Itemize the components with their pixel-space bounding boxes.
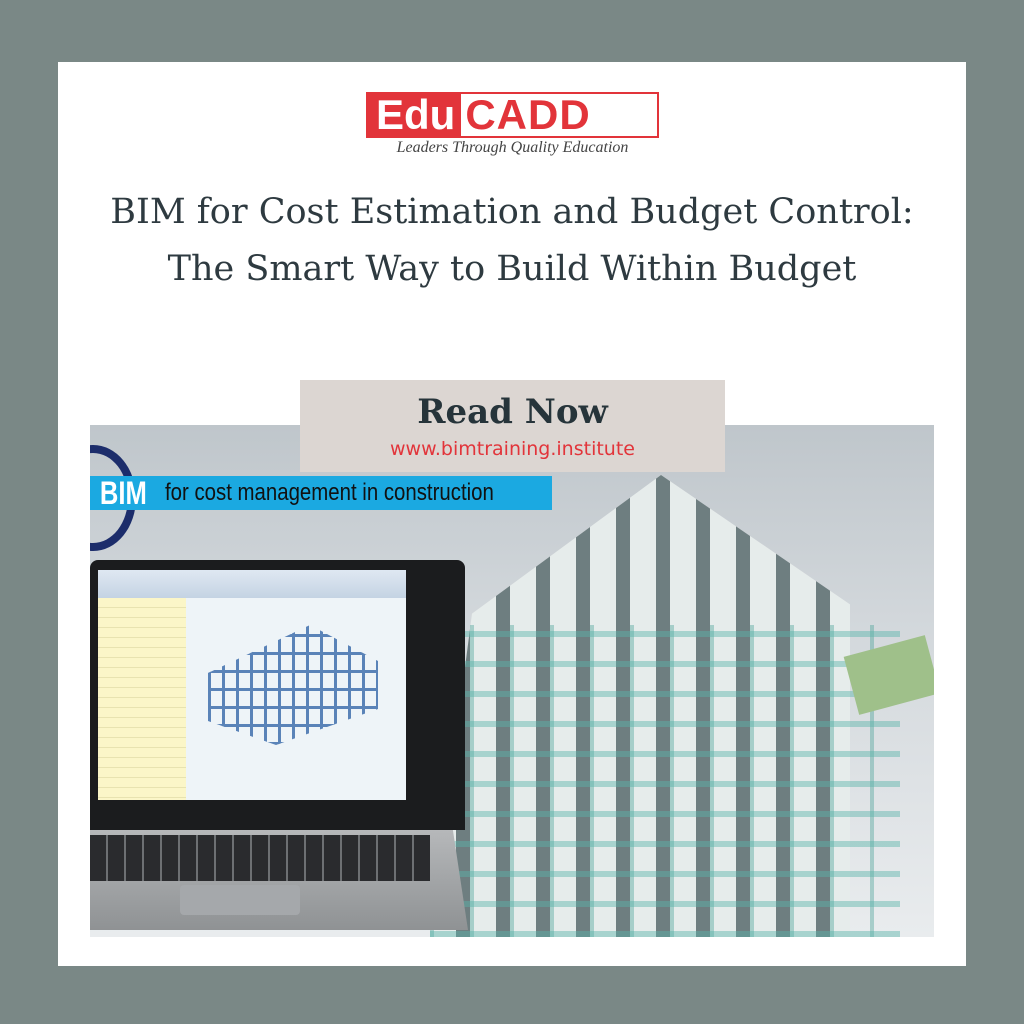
hero-image: BIM for cost management in construction	[90, 425, 934, 937]
page-title: BIM for Cost Estimation and Budget Contr…	[110, 192, 914, 289]
logo-tagline: Leaders Through Quality Education	[396, 139, 629, 156]
hero-banner: BIM for cost management in construction	[90, 474, 552, 511]
logo-cadd: CADD	[465, 91, 591, 138]
read-now-label: Read Now	[417, 392, 608, 432]
banner-bim: BIM	[99, 474, 147, 511]
bim-model-view	[208, 625, 378, 745]
read-now-button[interactable]: Read Now www.bimtraining.institute	[300, 380, 725, 472]
laptop-illustration	[90, 560, 465, 830]
building-wireframe-illustration	[430, 625, 900, 937]
banner-text: for cost management in construction	[164, 479, 494, 506]
logo-edu: Edu	[368, 94, 462, 136]
laptop-keyboard	[90, 835, 430, 881]
website-link[interactable]: www.bimtraining.institute	[390, 438, 635, 460]
software-toolbar	[98, 570, 406, 598]
laptop-touchpad	[180, 885, 300, 915]
educadd-logo: Edu CADD	[366, 92, 659, 138]
laptop-screen	[98, 570, 406, 800]
software-sidebar	[98, 598, 186, 800]
